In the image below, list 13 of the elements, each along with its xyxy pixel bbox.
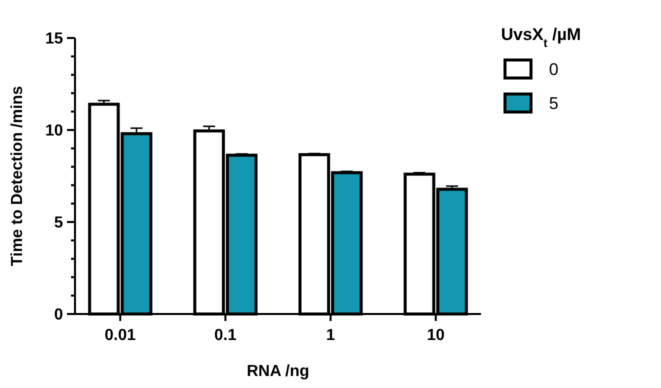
- y-tick-label: 15: [45, 30, 64, 48]
- legend-label: 5: [549, 94, 558, 113]
- y-axis-title: Time to Detection /mins: [9, 86, 26, 266]
- legend-label: 0: [549, 60, 558, 79]
- x-tick-label: 0.1: [214, 327, 237, 344]
- x-tick-label: 0.01: [104, 327, 136, 344]
- y-tick-label: 5: [54, 214, 64, 232]
- x-axis-title: RNA /ng: [246, 363, 310, 380]
- y-tick-label: 10: [45, 122, 64, 140]
- legend-title: UvsX$_{t}$ /µM: [501, 25, 581, 50]
- x-tick-label: 10: [426, 327, 445, 344]
- x-tick-label: 1: [326, 327, 336, 344]
- y-tick-label: 0: [54, 306, 64, 324]
